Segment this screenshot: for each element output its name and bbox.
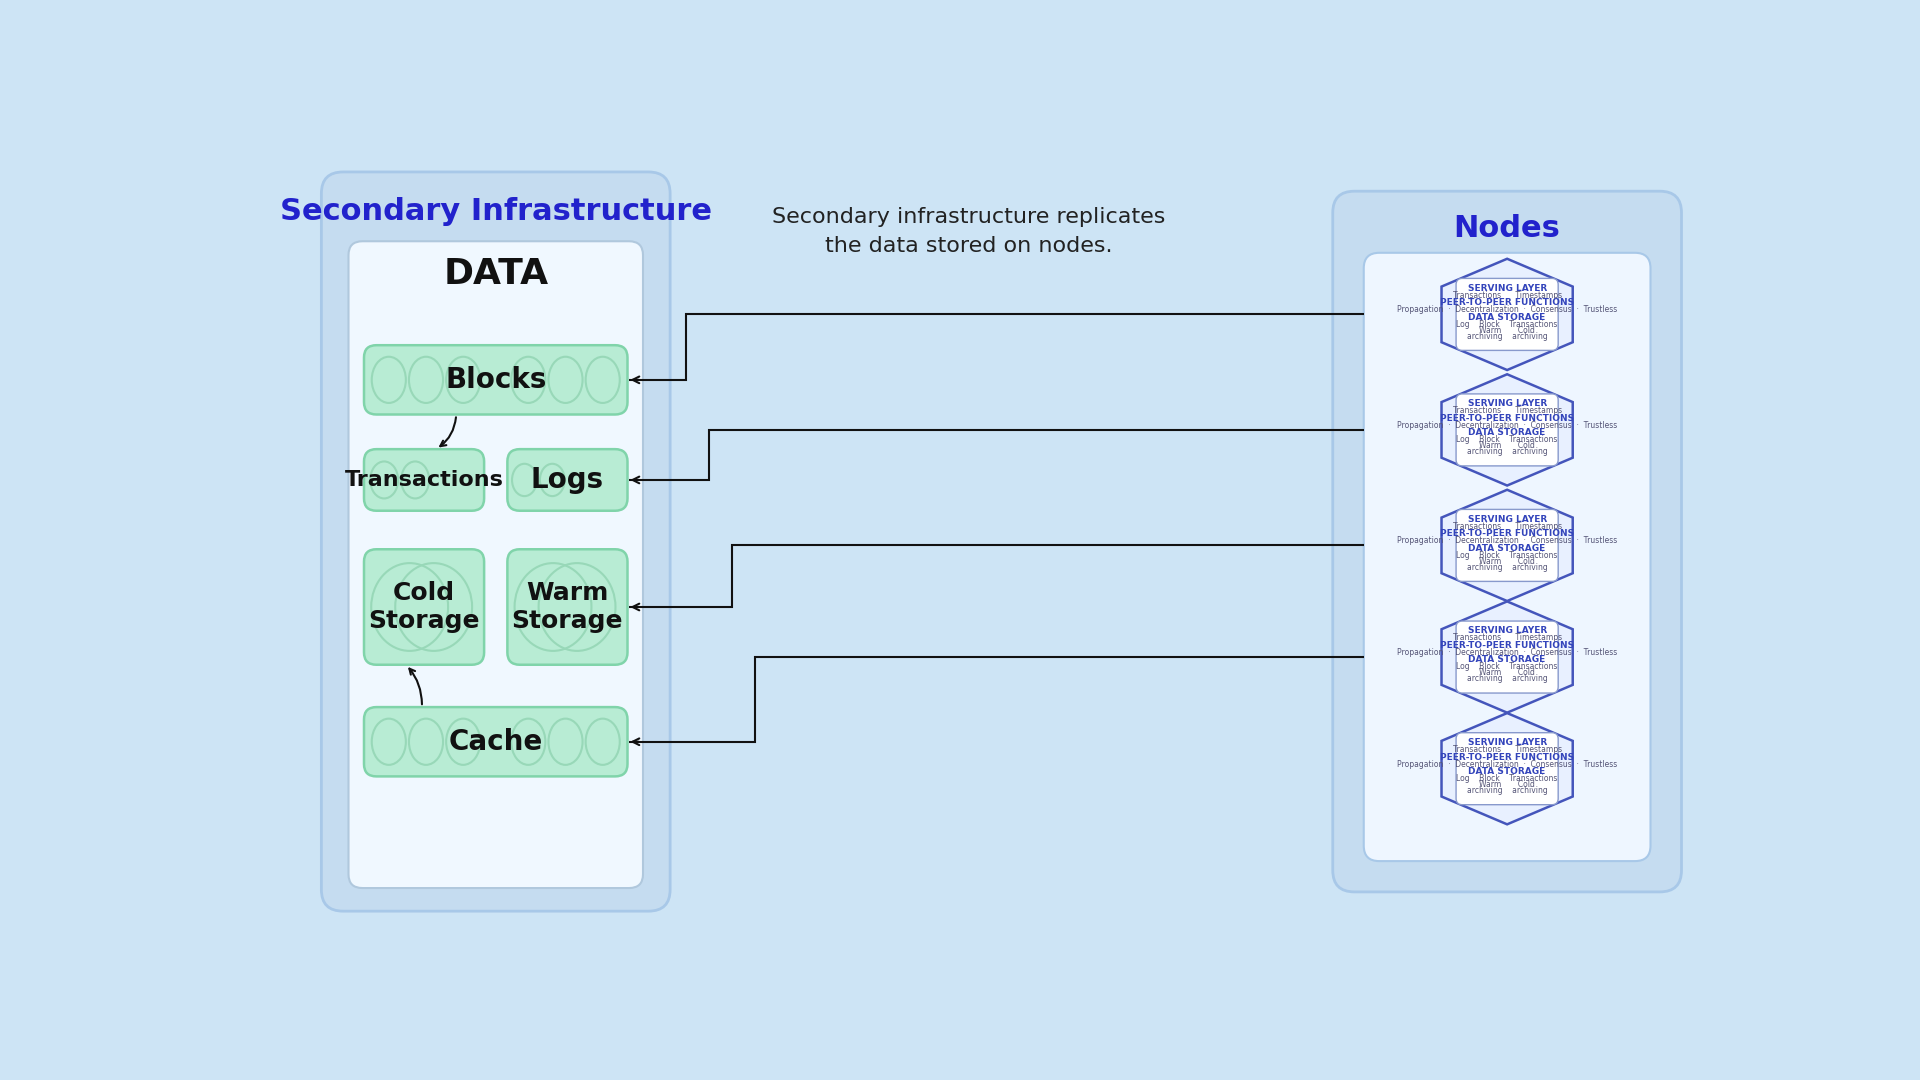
FancyBboxPatch shape [1455, 510, 1559, 581]
Text: SERVING LAYER: SERVING LAYER [1467, 284, 1548, 293]
Text: Propagation  ·  Decentralization  ·  Consensus  ·  Trustless: Propagation · Decentralization · Consens… [1398, 306, 1617, 314]
Polygon shape [1442, 489, 1572, 602]
Text: Log    Block    Transactions: Log Block Transactions [1457, 774, 1557, 783]
Polygon shape [1442, 259, 1572, 370]
Polygon shape [1442, 713, 1572, 824]
Text: PEER-TO-PEER FUNCTIONS: PEER-TO-PEER FUNCTIONS [1440, 753, 1574, 761]
Text: Transactions      Timestamps: Transactions Timestamps [1453, 634, 1561, 643]
Text: Blocks: Blocks [445, 366, 547, 394]
Text: SERVING LAYER: SERVING LAYER [1467, 400, 1548, 408]
Text: Secondary Infrastructure: Secondary Infrastructure [280, 198, 712, 227]
Text: Log    Block    Transactions: Log Block Transactions [1457, 435, 1557, 444]
Text: Nodes: Nodes [1453, 214, 1561, 243]
Text: SERVING LAYER: SERVING LAYER [1467, 626, 1548, 635]
Text: Log    Block    Transactions: Log Block Transactions [1457, 320, 1557, 328]
Text: PEER-TO-PEER FUNCTIONS: PEER-TO-PEER FUNCTIONS [1440, 640, 1574, 650]
FancyBboxPatch shape [365, 449, 484, 511]
FancyBboxPatch shape [1332, 191, 1682, 892]
Text: DATA STORAGE: DATA STORAGE [1469, 429, 1546, 437]
Text: DATA STORAGE: DATA STORAGE [1469, 313, 1546, 322]
Text: Propagation  ·  Decentralization  ·  Consensus  ·  Trustless: Propagation · Decentralization · Consens… [1398, 537, 1617, 545]
Text: archiving    archiving: archiving archiving [1467, 447, 1548, 456]
Text: DATA: DATA [444, 257, 549, 291]
Text: SERVING LAYER: SERVING LAYER [1467, 738, 1548, 747]
Text: DATA STORAGE: DATA STORAGE [1469, 656, 1546, 664]
FancyBboxPatch shape [1455, 394, 1559, 465]
Text: Log    Block    Transactions: Log Block Transactions [1457, 662, 1557, 672]
Text: PEER-TO-PEER FUNCTIONS: PEER-TO-PEER FUNCTIONS [1440, 414, 1574, 422]
Text: Cold
Storage: Cold Storage [369, 581, 480, 633]
Text: Warm       Cold: Warm Cold [1478, 780, 1536, 789]
FancyBboxPatch shape [365, 346, 628, 415]
Text: archiving    archiving: archiving archiving [1467, 563, 1548, 571]
Text: Transactions      Timestamps: Transactions Timestamps [1453, 406, 1561, 416]
FancyBboxPatch shape [507, 449, 628, 511]
Text: Warm       Cold: Warm Cold [1478, 556, 1536, 566]
Text: archiving    archiving: archiving archiving [1467, 786, 1548, 795]
Text: Warm       Cold: Warm Cold [1478, 669, 1536, 677]
Text: DATA STORAGE: DATA STORAGE [1469, 767, 1546, 777]
FancyBboxPatch shape [1455, 279, 1559, 350]
Text: SERVING LAYER: SERVING LAYER [1467, 515, 1548, 524]
Text: Secondary infrastructure replicates
the data stored on nodes.: Secondary infrastructure replicates the … [772, 206, 1165, 256]
Text: PEER-TO-PEER FUNCTIONS: PEER-TO-PEER FUNCTIONS [1440, 529, 1574, 538]
Text: archiving    archiving: archiving archiving [1467, 332, 1548, 340]
Text: Warm       Cold: Warm Cold [1478, 326, 1536, 335]
Text: Cache: Cache [449, 728, 543, 756]
Text: Transactions      Timestamps: Transactions Timestamps [1453, 522, 1561, 530]
Text: DATA STORAGE: DATA STORAGE [1469, 543, 1546, 553]
Text: Transactions: Transactions [344, 470, 503, 490]
FancyBboxPatch shape [1363, 253, 1651, 861]
Polygon shape [1442, 602, 1572, 713]
Text: Warm
Storage: Warm Storage [513, 581, 624, 633]
Text: Transactions      Timestamps: Transactions Timestamps [1453, 745, 1561, 754]
Text: Warm       Cold: Warm Cold [1478, 442, 1536, 450]
Text: archiving    archiving: archiving archiving [1467, 674, 1548, 684]
Polygon shape [1442, 375, 1572, 486]
FancyBboxPatch shape [1455, 621, 1559, 693]
FancyBboxPatch shape [365, 707, 628, 777]
FancyBboxPatch shape [321, 172, 670, 912]
Text: Propagation  ·  Decentralization  ·  Consensus  ·  Trustless: Propagation · Decentralization · Consens… [1398, 648, 1617, 657]
FancyBboxPatch shape [507, 550, 628, 665]
Text: Log    Block    Transactions: Log Block Transactions [1457, 551, 1557, 559]
FancyBboxPatch shape [1455, 732, 1559, 805]
Text: PEER-TO-PEER FUNCTIONS: PEER-TO-PEER FUNCTIONS [1440, 298, 1574, 308]
Text: Propagation  ·  Decentralization  ·  Consensus  ·  Trustless: Propagation · Decentralization · Consens… [1398, 421, 1617, 430]
FancyBboxPatch shape [349, 241, 643, 888]
Text: Transactions      Timestamps: Transactions Timestamps [1453, 291, 1561, 300]
Text: Logs: Logs [530, 465, 605, 494]
Text: Propagation  ·  Decentralization  ·  Consensus  ·  Trustless: Propagation · Decentralization · Consens… [1398, 759, 1617, 769]
FancyBboxPatch shape [365, 550, 484, 665]
